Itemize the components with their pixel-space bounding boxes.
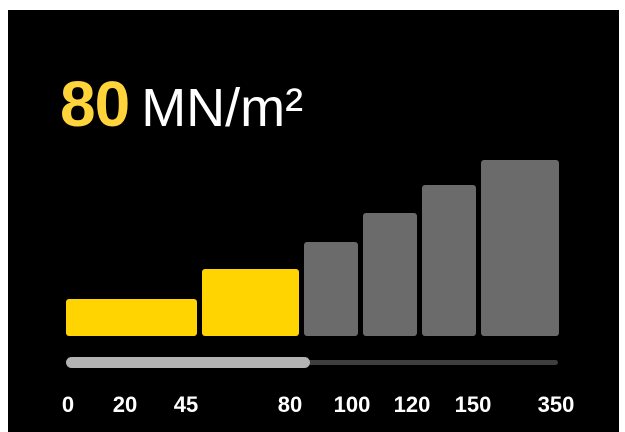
strength-value: 80	[60, 68, 130, 140]
gauge-bar-150-350[interactable]	[481, 160, 559, 336]
strength-readout: 80 MN/m²	[60, 72, 303, 136]
gauge-bar-80-100[interactable]	[304, 242, 358, 336]
gauge-bars	[8, 10, 619, 432]
gauge-tick-80: 80	[277, 392, 303, 417]
gauge-bar-120-150[interactable]	[422, 185, 476, 336]
gauge-tick-350: 350	[537, 392, 575, 417]
strength-unit: MN/m²	[141, 78, 304, 138]
gauge-tick-120: 120	[393, 392, 431, 417]
gauge-bar-45-80[interactable]	[202, 269, 299, 336]
gauge-tick-0: 0	[61, 392, 75, 417]
gauge-track-fill	[66, 357, 310, 368]
strength-gauge-panel: 80 MN/m² 0 20 45 80 100 120 150 350	[8, 10, 619, 432]
gauge-tick-150: 150	[454, 392, 492, 417]
gauge-bar-0-45[interactable]	[66, 299, 197, 336]
gauge-tick-20: 20	[112, 392, 138, 417]
gauge-tick-45: 45	[173, 392, 199, 417]
gauge-bar-100-120[interactable]	[363, 213, 417, 336]
gauge-track	[66, 357, 558, 368]
gauge-tick-100: 100	[333, 392, 371, 417]
